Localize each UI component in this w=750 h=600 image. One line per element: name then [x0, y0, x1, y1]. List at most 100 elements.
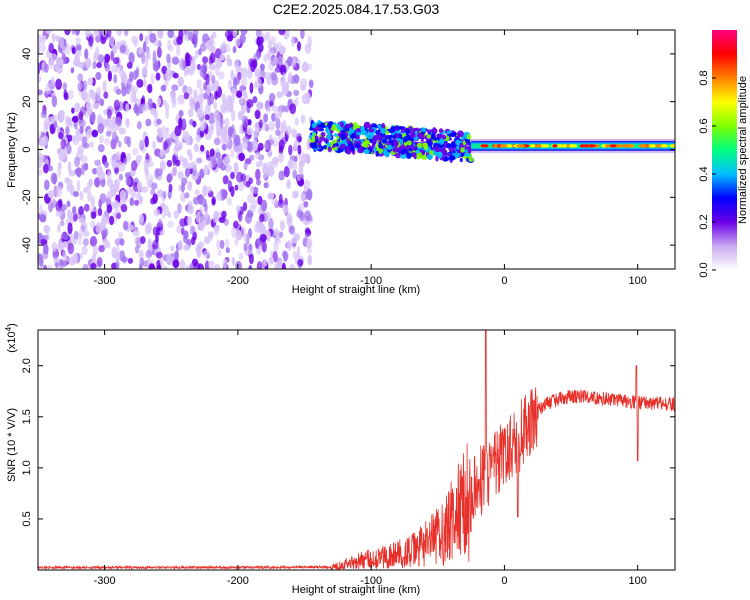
heatmap-cell — [105, 130, 112, 137]
heatmap-cell — [38, 43, 41, 55]
heatmap-cell — [403, 141, 408, 147]
heatmap-cell — [215, 151, 221, 159]
heatmap-cell — [416, 142, 423, 148]
heatmap-cell — [279, 231, 284, 238]
heatmap-cell — [148, 263, 156, 269]
heatmap-cell — [227, 79, 233, 90]
heatmap-cell — [373, 136, 380, 141]
heatmap-cell — [460, 147, 465, 153]
x-tick-label: 0 — [501, 575, 507, 587]
heatmap-cell — [201, 219, 207, 227]
heatmap-cell — [561, 144, 568, 148]
heatmap-cell — [119, 238, 125, 246]
heatmap-cell — [162, 140, 168, 151]
heatmap-cell — [160, 160, 165, 172]
heatmap-cell — [40, 238, 48, 246]
heatmap-cell — [123, 30, 129, 37]
heatmap-cell — [285, 105, 289, 113]
colorbar-ticks: 0.0 0.2 0.4 0.6 0.8 — [698, 70, 716, 278]
heatmap-cell — [375, 130, 380, 135]
heatmap-cell — [96, 62, 102, 69]
heatmap-cell — [125, 176, 131, 186]
y-tick-label: -20 — [21, 189, 33, 205]
heatmap-cell — [162, 190, 167, 200]
heatmap-cell — [79, 190, 84, 201]
heatmap-cell — [233, 77, 240, 85]
heatmap-cell — [288, 225, 296, 235]
heatmap-cell — [92, 168, 98, 175]
heatmap-cell — [281, 72, 286, 84]
heatmap-cell — [346, 138, 351, 145]
heatmap-cell — [285, 125, 292, 136]
heatmap-cell — [320, 132, 326, 137]
heatmap-cell — [258, 119, 263, 129]
heatmap-cell — [195, 243, 203, 255]
heatmap-cell — [74, 156, 80, 168]
heatmap-cell — [224, 117, 230, 129]
heatmap-cell — [339, 121, 344, 128]
heatmap-cell — [464, 152, 471, 157]
heatmap-cell — [145, 118, 152, 127]
heatmap-cell — [197, 94, 204, 105]
heatmap-cell — [179, 259, 186, 269]
heatmap-cell — [393, 140, 399, 148]
heatmap-cell — [516, 144, 526, 148]
heatmap-cell — [90, 263, 97, 269]
heatmap-cell — [129, 197, 135, 207]
heatmap-cell — [246, 141, 254, 153]
heatmap-cell — [202, 56, 209, 64]
heatmap-cell — [208, 112, 216, 125]
heatmap-cell — [256, 101, 262, 111]
heatmap-cell — [306, 214, 313, 222]
heatmap-cell — [102, 80, 107, 93]
heatmap-cell — [40, 110, 47, 119]
heatmap-cell — [104, 161, 109, 168]
heatmap-cell — [224, 164, 232, 173]
heatmap-cell — [133, 103, 138, 113]
heatmap-cell — [38, 153, 44, 163]
heatmap-cell — [381, 127, 386, 135]
heatmap-cell — [55, 78, 62, 91]
heatmap-cell — [381, 122, 386, 130]
heatmap-cell — [118, 231, 123, 240]
snr-series-line — [38, 330, 675, 570]
heatmap-cell — [214, 264, 221, 269]
heatmap-cell — [167, 30, 175, 39]
heatmap-cell — [135, 68, 139, 78]
heatmap-cell — [443, 141, 448, 149]
heatmap-cell — [152, 239, 159, 250]
heatmap-cell — [278, 104, 286, 114]
heatmap-cell — [192, 30, 199, 38]
heatmap-cell — [225, 154, 230, 162]
heatmap-cell — [96, 256, 103, 268]
heatmap-cell — [457, 130, 464, 138]
colorbar-label: Normalized spectral amplitude — [737, 76, 749, 224]
heatmap-cell — [50, 76, 55, 88]
heatmap-cell — [110, 50, 115, 61]
heatmap-cell — [89, 236, 98, 247]
heatmap-cell — [299, 211, 305, 222]
heatmap-cell — [83, 186, 89, 194]
colorbar-tick-label: 0.8 — [698, 70, 710, 85]
heatmap-cell — [211, 196, 216, 204]
heatmap-cell — [99, 135, 104, 144]
heatmap-cell — [209, 148, 215, 157]
heatmap-cell — [278, 91, 284, 98]
heatmap-cell — [78, 111, 84, 121]
heatmap-cell — [400, 128, 405, 134]
heatmap-cell — [39, 213, 47, 222]
heatmap-cell — [67, 222, 73, 235]
heatmap-cell — [248, 265, 253, 269]
heatmap-cell — [217, 249, 222, 257]
heatmap-cell — [234, 37, 241, 47]
heatmap-cell — [87, 190, 92, 202]
heatmap-cell — [308, 79, 314, 89]
heatmap-cell — [142, 41, 147, 53]
heatmap-cell — [323, 145, 327, 149]
heatmap-cell — [139, 139, 145, 151]
heatmap-cell — [274, 263, 278, 269]
heatmap-cell — [55, 210, 63, 217]
heatmap-cell — [300, 114, 306, 124]
heatmap-cell — [190, 236, 196, 246]
heatmap-cell — [424, 145, 429, 151]
